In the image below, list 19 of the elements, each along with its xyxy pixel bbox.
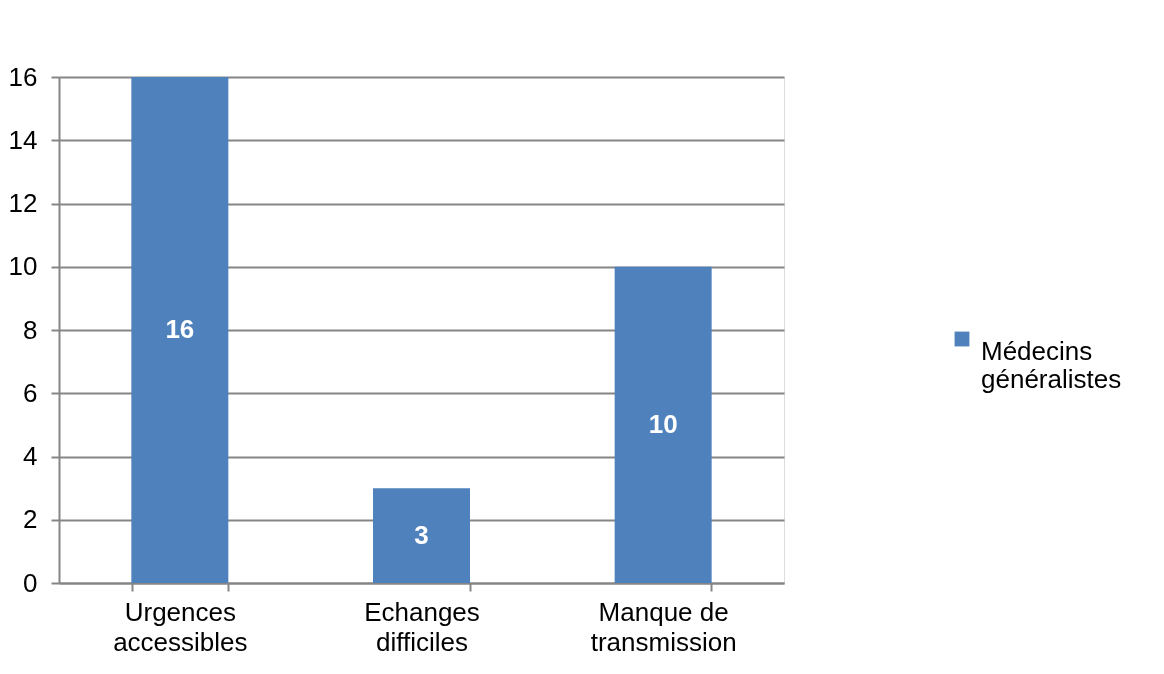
y-tick-label: 2 <box>23 504 38 535</box>
bar <box>373 488 470 583</box>
data-label: 16 <box>165 314 195 344</box>
y-tick-label: 16 <box>8 61 38 92</box>
y-tick-label: 8 <box>23 314 38 345</box>
y-tick-label: 14 <box>8 124 38 155</box>
x-tick-label: Urgences accessibles <box>113 596 248 657</box>
x-tick-label: Manque de transmission <box>590 596 737 657</box>
y-tick-label: 4 <box>23 441 38 471</box>
bar <box>614 266 712 583</box>
y-tick-label: 0 <box>23 567 38 598</box>
y-tick-label: 10 <box>8 251 38 282</box>
data-label: 3 <box>414 519 429 550</box>
bar <box>131 77 229 583</box>
x-tick-label: Echanges difficiles <box>364 596 480 657</box>
legend-label: Médecins généralistes <box>981 336 1122 394</box>
y-tick-label: 6 <box>23 377 38 408</box>
y-tick-label: 12 <box>8 188 38 218</box>
data-label: 10 <box>648 408 678 439</box>
